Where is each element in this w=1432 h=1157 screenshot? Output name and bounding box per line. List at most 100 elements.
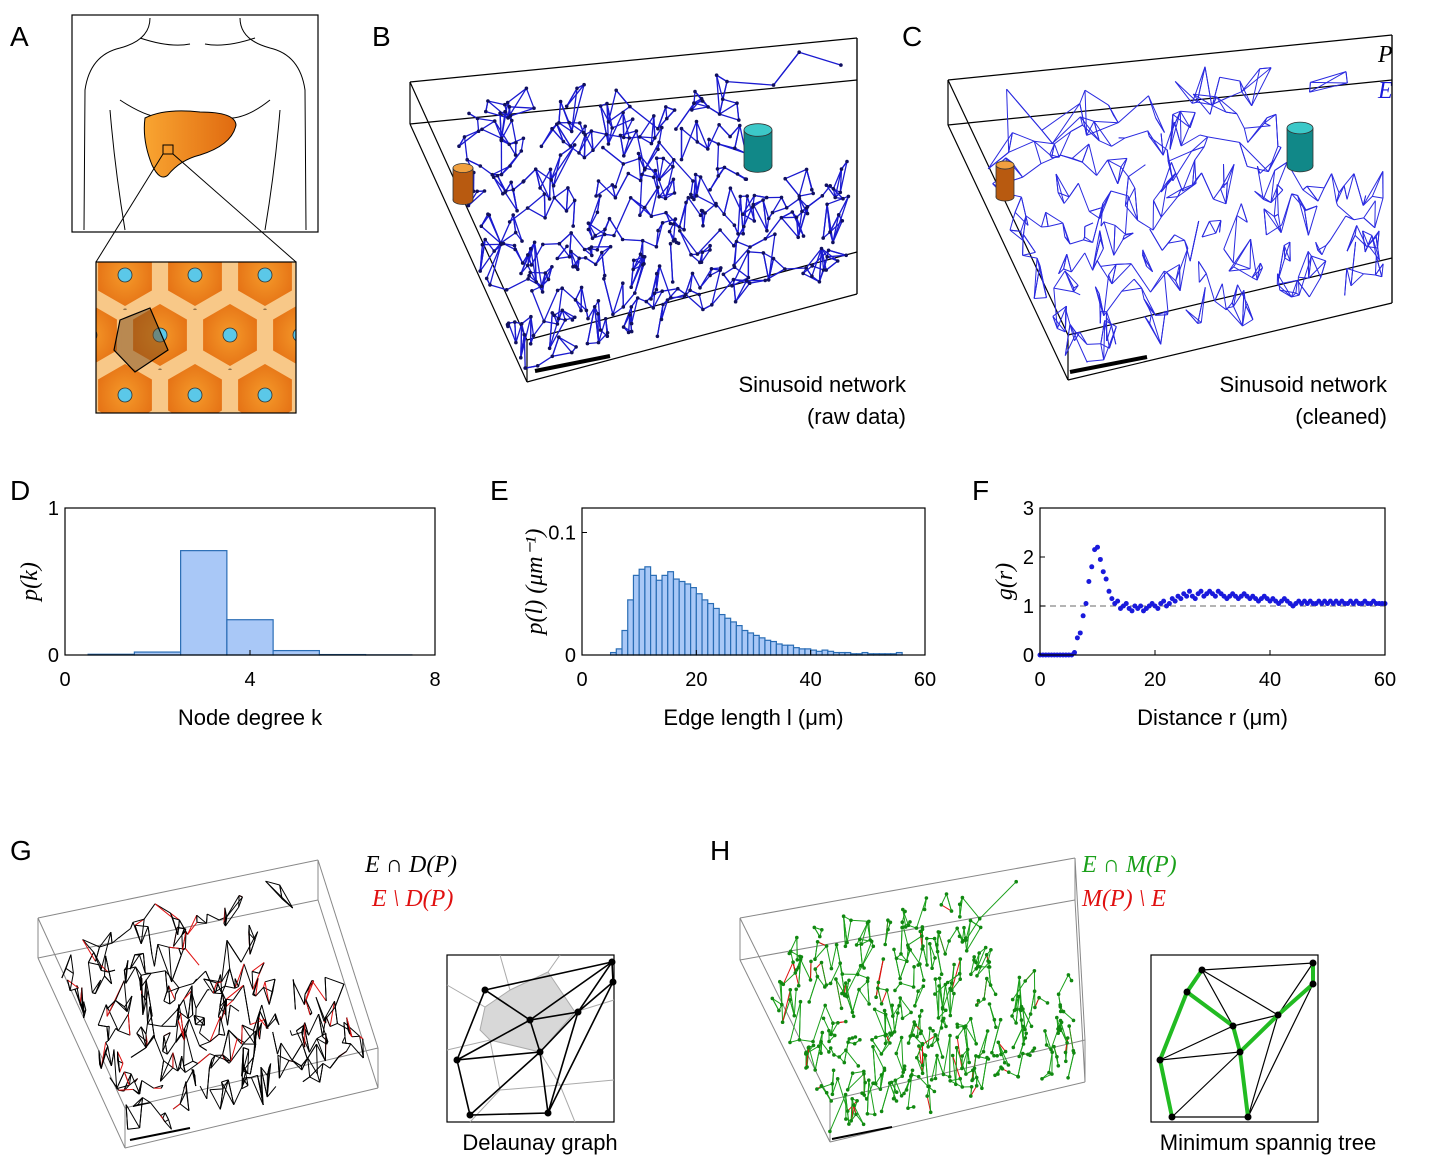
histogram-bar xyxy=(822,650,828,655)
network-edge xyxy=(1118,158,1127,183)
network-node xyxy=(678,225,682,229)
network-node xyxy=(811,192,815,196)
network-node xyxy=(819,1051,823,1055)
network-edge xyxy=(325,977,344,984)
network-edge xyxy=(552,129,563,142)
network-node xyxy=(960,1067,964,1071)
network-node xyxy=(794,971,798,975)
network-edge xyxy=(1345,268,1347,295)
network-edge xyxy=(186,1082,187,1092)
network-edge xyxy=(1310,82,1311,92)
scatter-point xyxy=(1213,594,1218,599)
network-node xyxy=(569,144,573,148)
network-node xyxy=(958,935,962,939)
portal xyxy=(51,309,59,317)
network-node xyxy=(841,972,845,976)
network-edge xyxy=(1115,225,1125,234)
network-node xyxy=(514,141,518,145)
network-edge xyxy=(643,241,657,247)
network-node xyxy=(1014,880,1018,884)
network-edge xyxy=(785,268,806,269)
network-node xyxy=(526,206,530,210)
network-node xyxy=(643,206,647,210)
network-edge xyxy=(628,174,640,181)
network-node xyxy=(1022,1042,1026,1046)
network-edge xyxy=(1128,165,1145,177)
network-node xyxy=(844,1117,848,1121)
network-edge xyxy=(137,1027,141,1034)
network-node xyxy=(563,318,567,322)
network-edge xyxy=(126,967,127,983)
scatter-point xyxy=(1089,564,1094,569)
network-edge xyxy=(1298,277,1308,278)
network-node xyxy=(845,995,849,999)
network-edge xyxy=(1053,104,1080,144)
network-node xyxy=(844,1020,848,1024)
network-node xyxy=(1045,1043,1049,1047)
network-node xyxy=(655,245,659,249)
figure: Sinusoid network (raw data) Sinusoid net… xyxy=(0,0,1432,1157)
x-axis-label: Distance r (μm) xyxy=(1137,705,1288,730)
network-edge xyxy=(1227,308,1243,326)
network-edge xyxy=(559,233,571,244)
network-node xyxy=(1030,1025,1034,1029)
network-edge xyxy=(554,188,568,198)
scatter-point xyxy=(1138,604,1143,609)
network-node xyxy=(550,127,554,131)
network-node xyxy=(832,1069,836,1073)
network-edge xyxy=(920,964,924,980)
network-node xyxy=(821,194,825,198)
network-node xyxy=(810,188,814,192)
y-tick-label: 0 xyxy=(1023,645,1034,667)
network-node xyxy=(928,942,932,946)
network-node xyxy=(660,318,664,322)
network-node xyxy=(638,213,642,217)
network-node xyxy=(926,1045,930,1049)
network-node xyxy=(912,965,916,969)
central-vein xyxy=(398,268,412,282)
network-node xyxy=(656,229,660,233)
network-node xyxy=(577,151,581,155)
network-edge xyxy=(1199,261,1200,282)
network-edge xyxy=(173,918,178,935)
network-edge xyxy=(1244,128,1247,142)
network-edge xyxy=(513,182,523,190)
network-node xyxy=(805,168,809,172)
lobule xyxy=(267,177,333,253)
legend-entry: E ∩ D(P) xyxy=(364,852,457,878)
network-node xyxy=(791,210,795,214)
network-edge xyxy=(164,1061,173,1068)
network-node xyxy=(701,224,705,228)
network-edge xyxy=(550,169,551,199)
network-edge xyxy=(691,181,693,194)
network-edge xyxy=(1354,174,1363,206)
y-axis-label: p(k) xyxy=(17,562,43,603)
network-node xyxy=(788,998,792,1002)
network-node xyxy=(635,129,639,133)
network-node xyxy=(1072,1051,1076,1055)
portal xyxy=(436,489,444,497)
network-node xyxy=(818,935,822,939)
box-edge xyxy=(740,960,830,1142)
network-node xyxy=(903,1068,907,1072)
network-node xyxy=(684,201,688,205)
network-node xyxy=(594,263,598,267)
network-edge xyxy=(1255,191,1271,202)
scatter-point xyxy=(1078,630,1083,635)
network-edge xyxy=(1025,971,1034,981)
network-node xyxy=(558,242,562,246)
network-node xyxy=(596,312,600,316)
network-edge xyxy=(1209,220,1221,221)
network-edge xyxy=(131,922,133,928)
histogram-bar xyxy=(742,631,748,656)
histogram-bar xyxy=(759,638,765,655)
network-node xyxy=(895,957,899,961)
legend-entry: E xyxy=(1377,78,1393,104)
network-node xyxy=(573,199,577,203)
network-node xyxy=(1072,1019,1076,1023)
network-node xyxy=(885,988,889,992)
network-node xyxy=(643,255,647,259)
network-node xyxy=(457,144,461,148)
network-node xyxy=(1024,1032,1028,1036)
network-node xyxy=(831,1082,835,1086)
